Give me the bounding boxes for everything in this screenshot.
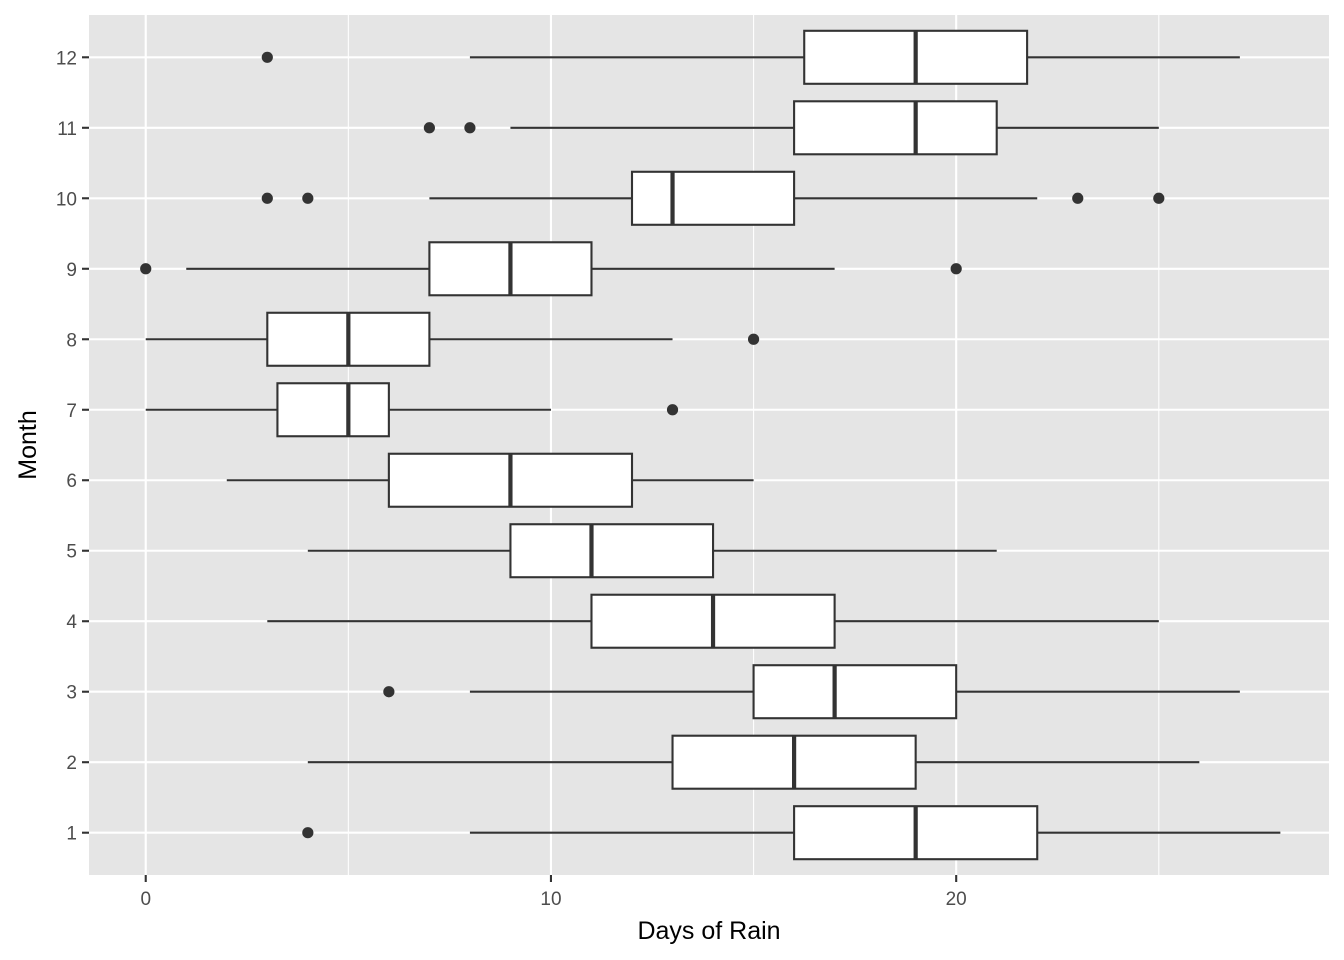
y-tick-label: 7 [66,401,77,422]
x-tick-label: 0 [140,889,151,910]
y-tick-label: 11 [57,119,77,140]
x-axis-title: Days of Rain [637,917,780,945]
box-month-4 [267,593,1159,649]
outlier-point [140,263,152,275]
y-tick-label: 1 [66,824,77,845]
box-month-2 [307,734,1200,790]
box-month-8 [145,311,760,367]
outlier-point [383,686,395,698]
box-month-3 [383,664,1240,720]
x-tick-label: 20 [946,889,967,910]
y-tick-label: 4 [66,612,77,633]
box-month-11 [423,100,1159,156]
box-month-7 [145,382,679,438]
y-tick-label: 9 [66,260,77,281]
boxes [140,29,1281,861]
box-month-1 [302,805,1281,861]
outlier-point [261,192,273,204]
box-month-6 [226,452,754,508]
y-tick-label: 2 [66,753,77,774]
outlier-point [423,122,435,134]
outlier-point [666,404,679,416]
box-iqr [630,170,796,226]
outlier-point [1153,192,1165,204]
outlier-point [950,263,962,275]
box-iqr [793,100,998,156]
box-iqr [509,523,715,579]
y-tick-label: 5 [66,542,77,563]
outlier-point [464,122,476,134]
box-month-10 [261,170,1165,226]
y-tick-label: 8 [66,330,77,351]
box-month-5 [307,523,997,579]
outlier-point [261,51,273,63]
box-month-12 [261,29,1240,85]
y-tick-label: 6 [66,471,77,492]
outlier-point [1072,192,1084,204]
outlier-point [747,333,760,345]
box-month-9 [140,241,962,297]
outlier-point [302,827,314,839]
box-iqr [752,664,958,720]
y-tick-label: 10 [56,189,77,210]
y-axis-title: Month [14,410,42,479]
outlier-point [302,192,314,204]
chart-panel [89,15,1329,875]
y-tick-label: 12 [56,48,77,69]
x-tick-label: 10 [540,889,561,910]
box-iqr [276,382,390,438]
y-tick-label: 3 [66,683,77,704]
